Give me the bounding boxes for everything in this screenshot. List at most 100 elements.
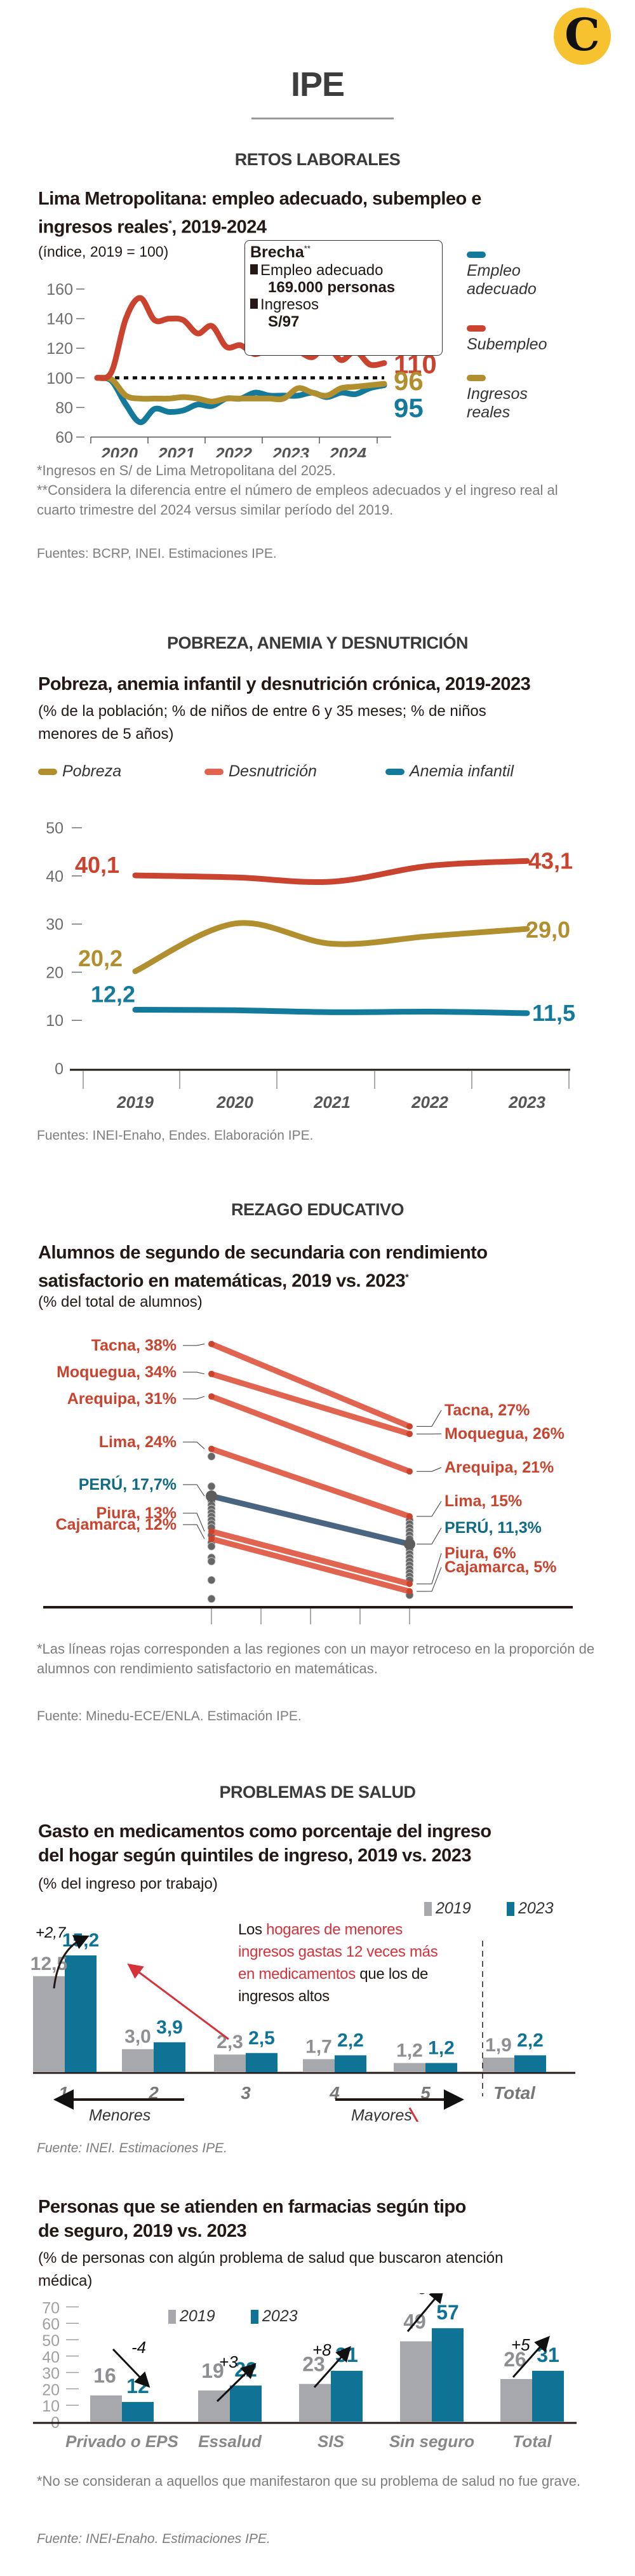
region-dot-2019	[207, 1595, 216, 1603]
x-tick-label: 3	[241, 2083, 251, 2103]
label-2023-peru: PERÚ, 11,3%	[444, 1518, 542, 1537]
x-tick-label: 2022	[411, 1093, 448, 1112]
y-tick-label: 40	[46, 868, 64, 886]
slope-dot-2019-cajamarca	[208, 1535, 215, 1542]
chart2-title: Pobreza, anemia infantil y desnutrición …	[38, 674, 531, 694]
bar-2023	[331, 2371, 363, 2422]
chart2-svg: 0 10 20 30 40 50 2019 2020 2021 2022 2023 40,1 43,1…	[46, 819, 575, 1112]
change-arrow-icon	[512, 2336, 550, 2378]
label-2019-peru: PERÚ, 17,7%	[79, 1474, 177, 1494]
header-divider	[251, 118, 394, 119]
legend-swatch-pobreza	[38, 768, 57, 775]
slope-dot-2023-lima	[406, 1513, 413, 1520]
chart1-note2: **Considera la diferencia entre el númer…	[37, 482, 558, 518]
label-2019-cajamarca: Cajamarca, 12%	[56, 1516, 177, 1534]
slope-dot-2023-peru	[404, 1538, 415, 1550]
change-label: +5	[511, 2335, 530, 2354]
label-desnutricion-2019: 40,1	[75, 852, 119, 878]
bar-label-2019: 2,3	[217, 2032, 243, 2053]
chart5-legend-2019: 2019	[168, 2307, 215, 2326]
label-2019-arequipa: Arequipa, 31%	[67, 1390, 177, 1408]
leader-line	[183, 1441, 205, 1450]
series-line-pobreza	[132, 920, 530, 974]
bar-2019	[483, 2058, 514, 2072]
brecha-value-ingresos: S/97	[268, 313, 300, 330]
bar-label-2019: 3,0	[124, 2026, 151, 2047]
change-label: +8	[312, 2340, 331, 2359]
leader-line	[417, 1500, 442, 1517]
chart1-legend-empleo: Empleo adecuado	[467, 252, 568, 299]
y-tick-label: 10	[46, 1012, 64, 1030]
y-tick-label: 20	[46, 964, 64, 981]
bar-label-2023: 1,2	[428, 2037, 455, 2058]
change-label: -4	[131, 2338, 146, 2357]
leader-line	[183, 1513, 205, 1532]
leader-line	[183, 1372, 205, 1375]
slope-dot-2019-tacna	[208, 1340, 215, 1347]
leader-line	[183, 1344, 205, 1346]
y-tick-label: 70	[42, 2299, 60, 2317]
chart4-svg: 12,515,213,0 3,922,3 2,531,7 2,241,2 1,251,9…	[30, 1924, 575, 2122]
x-tick-label: Privado o EPS	[65, 2432, 178, 2451]
legend-swatch-empleo	[467, 252, 486, 258]
chart5-note: *No se consideran a aquellos que manifes…	[37, 2473, 581, 2489]
label-anemia-2023: 11,5	[532, 1000, 575, 1026]
label-2019-lima: Lima, 24%	[99, 1433, 177, 1451]
leader-line	[417, 1410, 442, 1427]
bar-2023	[230, 2385, 262, 2422]
bar-2019	[33, 1976, 65, 2072]
chart1-legend-subempleo: Subempleo	[467, 325, 547, 354]
x-tick-label: 2	[148, 2083, 159, 2103]
square-bullet-icon	[250, 299, 258, 309]
slope-dot-2019-lima	[208, 1445, 215, 1452]
change-arrow-icon	[406, 2293, 444, 2332]
y-tick-label: 20	[42, 2381, 60, 2399]
x-tick-label: 4	[329, 2083, 340, 2103]
bar-2023	[335, 2055, 366, 2072]
chart4-source: Fuente: INEI. Estimaciones IPE.	[37, 2141, 227, 2155]
slope-dot-2019-piura	[208, 1528, 215, 1535]
slope-line-piura	[210, 1528, 411, 1587]
chart2-subtitle: (% de la población; % de niños de entre …	[38, 703, 486, 743]
x-tick-label: 5	[420, 2083, 431, 2103]
bar-2023	[154, 2042, 185, 2072]
bar-2023	[65, 1955, 97, 2072]
x-tick-label: Total	[512, 2432, 552, 2451]
y-tick-label: 40	[42, 2349, 60, 2366]
x-tick-label: 2023	[508, 1093, 545, 1112]
bar-2019	[400, 2341, 432, 2422]
legend-swatch-2023	[251, 2309, 258, 2324]
leader-line	[183, 1524, 205, 1539]
x-tick-label: 2019	[116, 1093, 154, 1112]
bar-2023	[122, 2402, 154, 2422]
slope-line-cajamarca	[210, 1536, 411, 1595]
region-dot-2019	[207, 1575, 216, 1584]
slope-line-arequipa	[210, 1393, 411, 1474]
y-tick-label: 30	[42, 2365, 60, 2383]
bar-2023	[425, 2063, 457, 2072]
annotation-arrow-icon	[408, 2107, 419, 2122]
region-dot-2019	[207, 1557, 216, 1566]
chart3-subtitle: (% del total de alumnos)	[38, 1293, 203, 1311]
left-arrow-label: Menores	[89, 2107, 150, 2122]
y-tick-label: 140	[46, 311, 73, 328]
change-arrow-icon	[216, 2363, 257, 2403]
y-tick-label: 80	[55, 399, 73, 417]
section-heading-retos-laborales: RETOS LABORALES	[234, 150, 401, 169]
chart2-legend-pobreza: Pobreza	[38, 762, 121, 781]
bar-2023	[532, 2371, 564, 2422]
label-pobreza-2019: 20,2	[78, 945, 123, 971]
label-2019-moquegua: Moquegua, 34%	[57, 1363, 177, 1381]
chart2-legend-anemia: Anemia infantil	[385, 762, 514, 781]
legend-swatch-2023	[507, 1901, 514, 1916]
change-label: +3	[219, 2352, 238, 2371]
legend-swatch-2019	[424, 1901, 432, 1916]
chart3-svg: 2019 2023 Tacna, 38% Tacna, 27% Moquegua, 3…	[43, 1337, 573, 1633]
bar-label-2019: 12,5	[30, 1953, 67, 1974]
y-tick-label: 10	[42, 2397, 60, 2415]
region-dot-2019	[207, 1452, 216, 1461]
y-tick-label: 30	[46, 916, 64, 934]
label-2023-tacna: Tacna, 27%	[444, 1401, 530, 1419]
bar-label-2023: 3,9	[156, 2017, 183, 2038]
square-bullet-icon	[250, 264, 258, 274]
